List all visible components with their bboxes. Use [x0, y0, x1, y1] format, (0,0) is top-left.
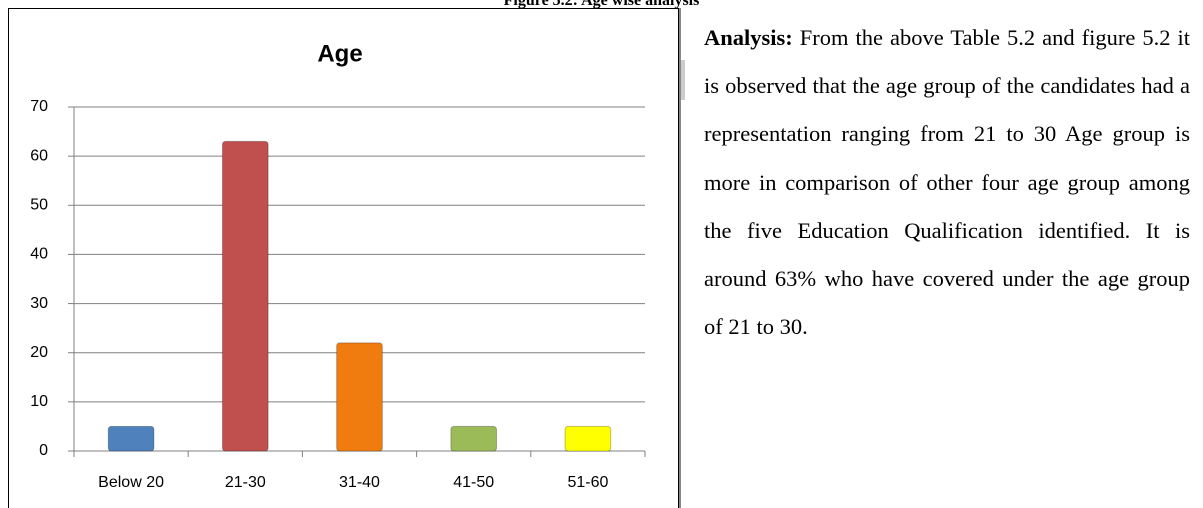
divider-shade	[681, 60, 685, 100]
y-tick-label: 50	[30, 197, 48, 214]
y-tick-label: 70	[30, 98, 48, 115]
y-tick-label: 10	[30, 393, 48, 410]
y-tick-label: 30	[30, 295, 48, 312]
bar	[564, 425, 612, 452]
y-tick-label: 60	[30, 147, 48, 164]
x-tick-label: 51-60	[567, 474, 608, 491]
bar	[450, 425, 498, 452]
y-tick-label: 40	[30, 246, 48, 263]
chart-border	[8, 8, 679, 508]
analysis-text: Analysis: From the above Table 5.2 and f…	[704, 14, 1190, 351]
analysis-body: From the above Table 5.2 and figure 5.2 …	[704, 25, 1191, 340]
y-tick-label: 0	[39, 442, 48, 459]
y-tick-label: 20	[30, 344, 48, 361]
x-tick-label: 41-50	[453, 474, 494, 491]
bar	[107, 425, 155, 452]
analysis-label: Analysis:	[704, 25, 793, 50]
chart-title: Age	[317, 40, 362, 67]
figure-caption: Figure 5.2: Age wise analysis	[503, 0, 700, 9]
x-tick-label: 21-30	[225, 474, 266, 491]
x-tick-label: 31-40	[339, 474, 380, 491]
bar	[221, 140, 269, 452]
bar	[336, 342, 383, 452]
x-tick-label: Below 20	[98, 474, 164, 491]
chart: Age 0 10 20 30 40 50 60 70 Below 20 21-30 31-40 41-…	[8, 8, 685, 508]
